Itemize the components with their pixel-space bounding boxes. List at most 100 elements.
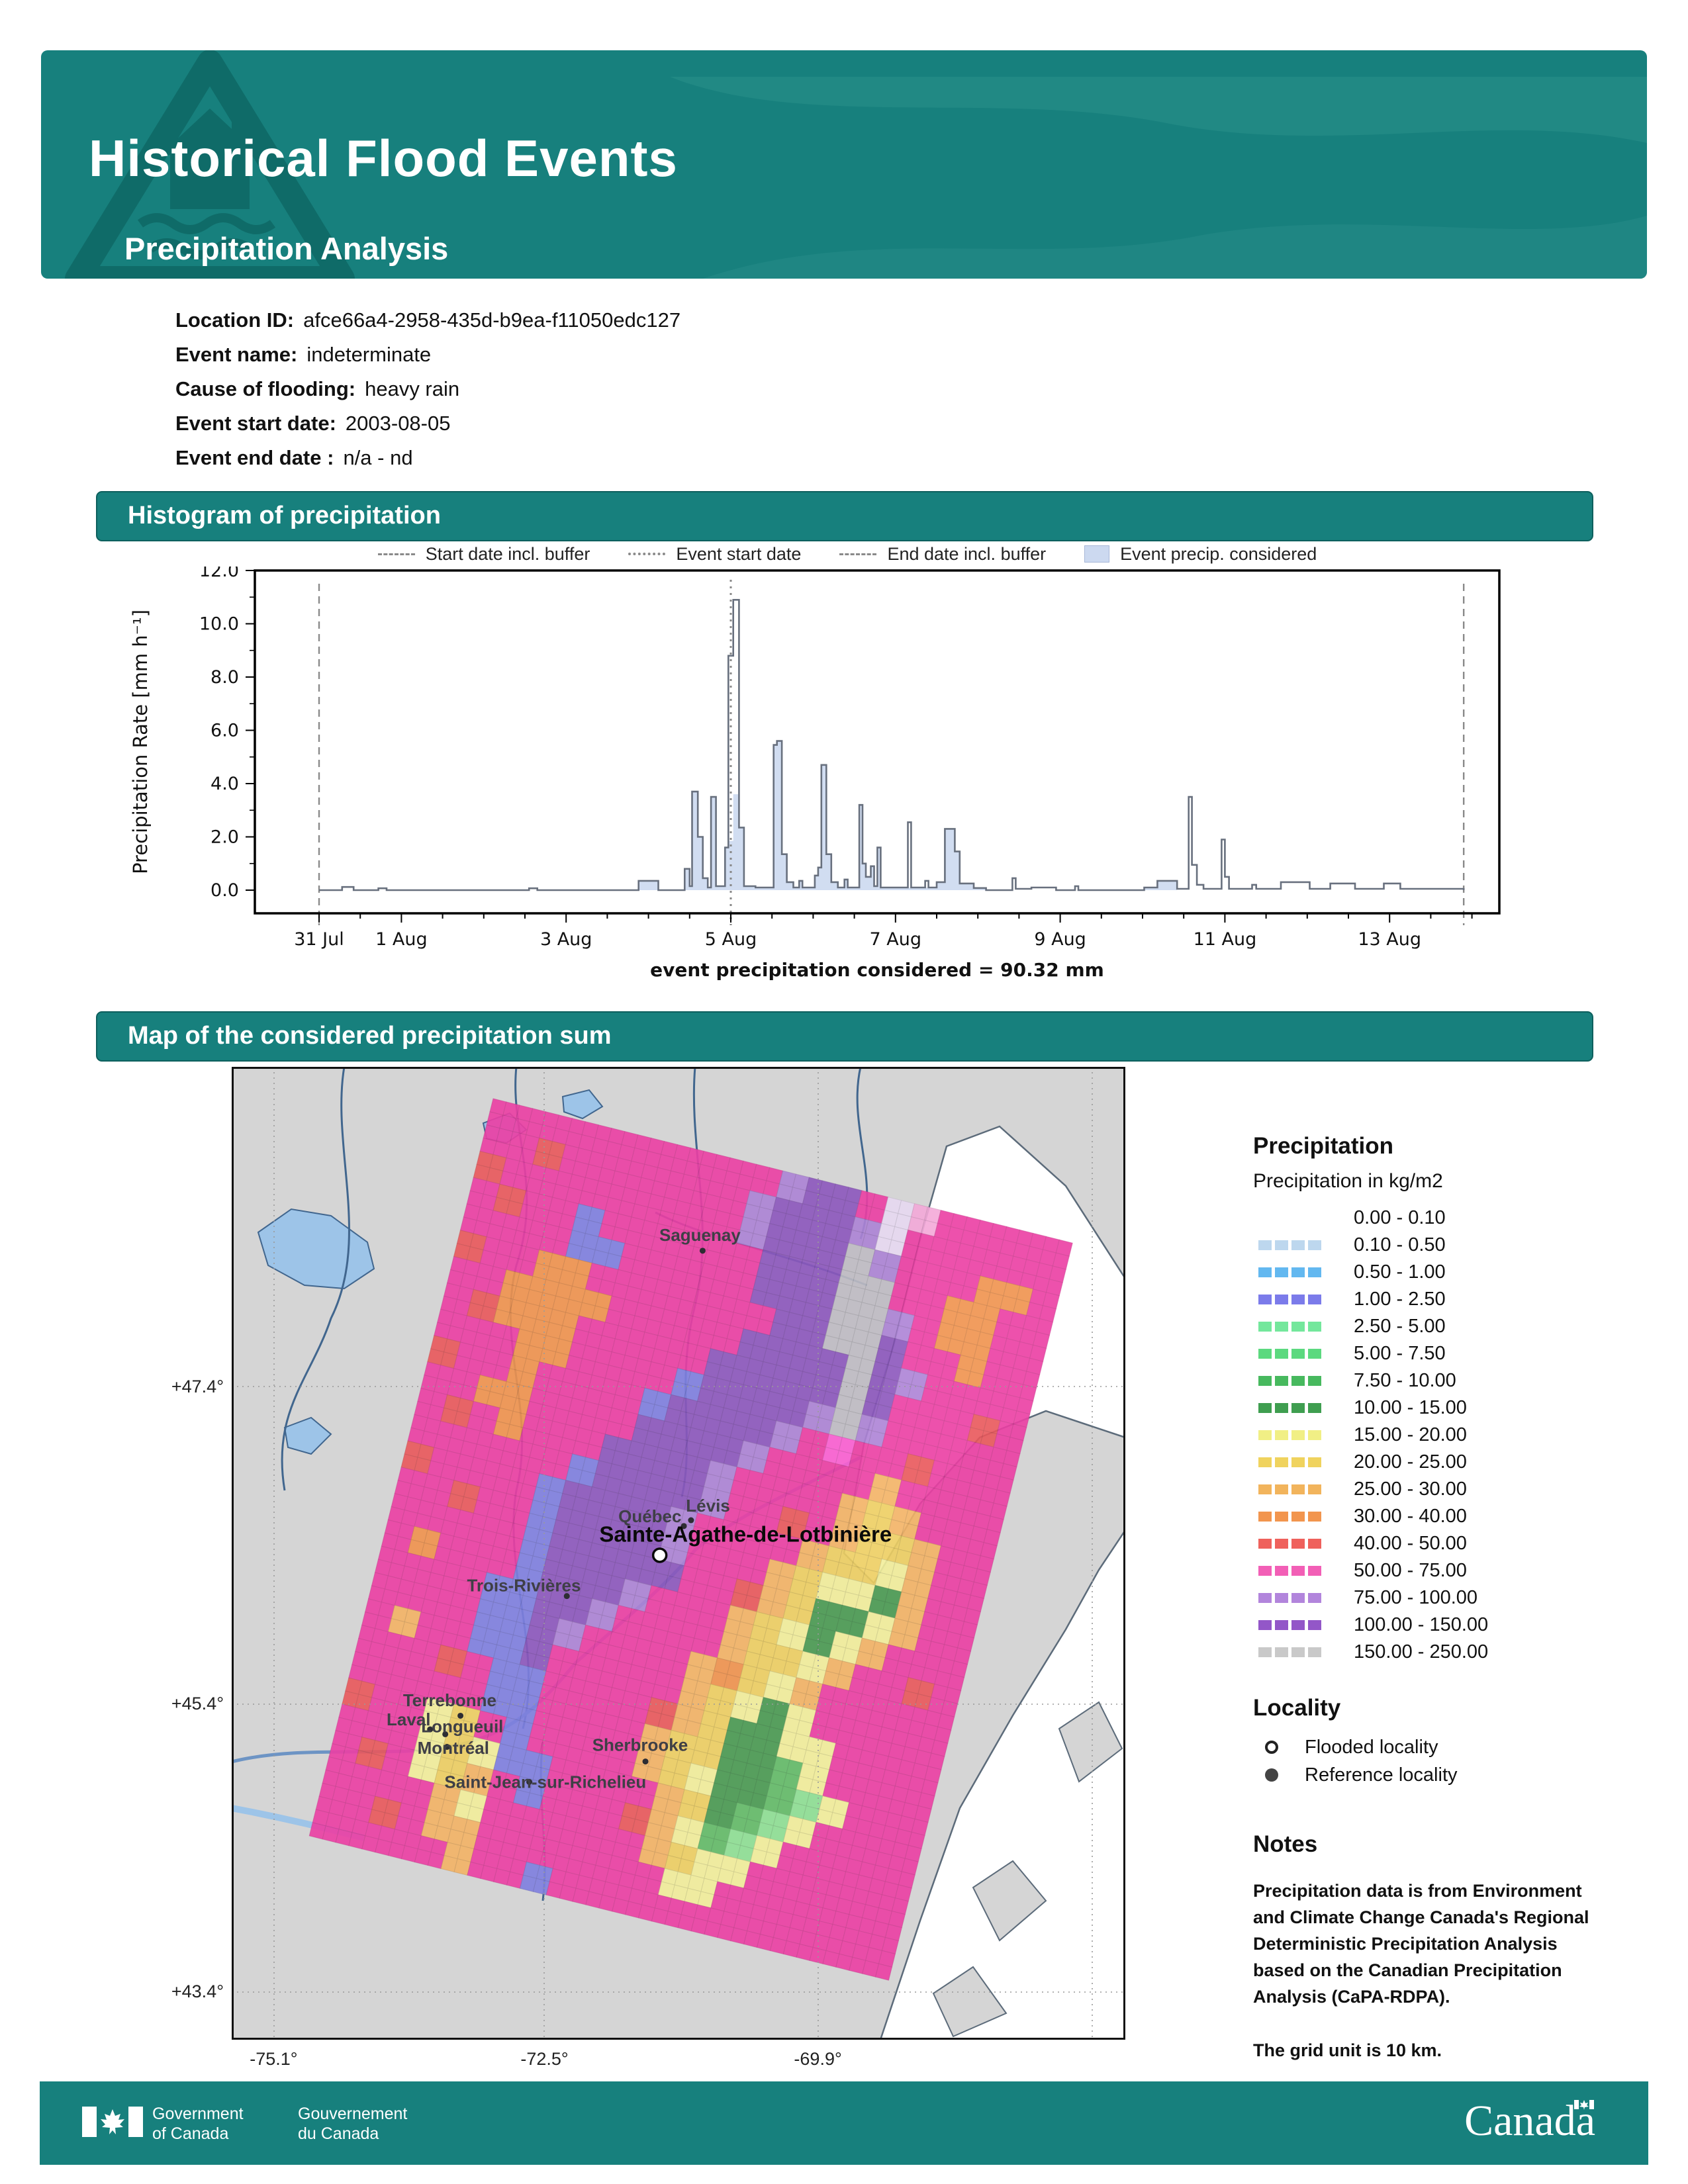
footer-gov-fr: Gouvernement du Canada [298, 2104, 407, 2144]
legend-dashed-line-icon [377, 553, 415, 555]
legend-entry: 2.50 - 5.00 [1253, 1313, 1624, 1340]
svg-text:8.0: 8.0 [211, 667, 239, 688]
svg-text:Saint-Jean-sur-Richelieu: Saint-Jean-sur-Richelieu [444, 1772, 646, 1792]
svg-text:Sainte-Agathe-de-Lotbinière: Sainte-Agathe-de-Lotbinière [599, 1522, 892, 1546]
section-map-header: Map of the considered precipitation sum [96, 1011, 1593, 1062]
legend-entry: 20.00 - 25.00 [1253, 1449, 1624, 1476]
metadata-label: Cause of flooding: [175, 377, 356, 400]
legend-range-label: 15.00 - 20.00 [1354, 1424, 1467, 1445]
canada-wordmark: Canada [1464, 2097, 1595, 2145]
legend-entry: 10.00 - 15.00 [1253, 1394, 1624, 1422]
page-subtitle: Precipitation Analysis [124, 231, 449, 266]
legend-entry: 1.00 - 2.50 [1253, 1286, 1624, 1313]
legend-entry: 40.00 - 50.00 [1253, 1530, 1624, 1557]
chart-legend: Start date incl. buffer Event start date E… [106, 541, 1589, 567]
map-lon-label: -75.1° [250, 2049, 298, 2069]
svg-text:Lévis: Lévis [686, 1496, 730, 1516]
svg-text:6.0: 6.0 [211, 721, 239, 741]
svg-text:Québec: Québec [618, 1506, 681, 1526]
notes-grid-unit: The grid unit is 10 km. [1253, 2040, 1442, 2060]
footer-gov-fr-line2: du Canada [298, 2124, 379, 2143]
legend-range-label: 0.10 - 0.50 [1354, 1234, 1446, 1255]
locality-entry: Flooded locality [1253, 1733, 1624, 1761]
legend-range-label: 40.00 - 50.00 [1354, 1533, 1467, 1554]
svg-text:7 Aug: 7 Aug [870, 929, 921, 950]
legend-range-label: 100.00 - 150.00 [1354, 1614, 1489, 1635]
section-histogram-title: Histogram of precipitation [128, 502, 441, 529]
legend-dashed-line-icon [839, 553, 877, 555]
chart-legend-item: Start date incl. buffer [377, 543, 590, 565]
legend-entry: 75.00 - 100.00 [1253, 1584, 1624, 1612]
metadata-row: Location ID: afce66a4-2958-435d-b9ea-f110… [175, 303, 680, 338]
locality-entry: Reference locality [1253, 1761, 1624, 1789]
map-legend-panel: Precipitation Precipitation in kg/m2 0.0… [1253, 1133, 1624, 2061]
chart-legend-label: End date incl. buffer [887, 543, 1047, 564]
chart-legend-label: Start date incl. buffer [425, 543, 590, 564]
svg-text:Saguenay: Saguenay [659, 1225, 741, 1245]
legend-range-label: 7.50 - 10.00 [1354, 1370, 1456, 1391]
notes-title: Notes [1253, 1831, 1318, 1857]
notes-body: Precipitation data is from Environment a… [1253, 1881, 1589, 2007]
metadata-value: indeterminate [306, 343, 432, 366]
flood-watermark-icon [65, 50, 1647, 279]
legend-entry: 30.00 - 40.00 [1253, 1503, 1624, 1530]
svg-text:5 Aug: 5 Aug [705, 929, 757, 950]
metadata-value: afce66a4-2958-435d-b9ea-f11050edc127 [303, 308, 681, 332]
metadata-label: Event end date : [175, 446, 334, 469]
legend-entry: 100.00 - 150.00 [1253, 1612, 1624, 1639]
legend-swatch-icon [1258, 1267, 1336, 1277]
footer-gov-fr-line1: Gouvernement [298, 2105, 408, 2123]
canada-flag-icon [82, 2107, 143, 2137]
metadata-row: Cause of flooding: heavy rain [175, 372, 680, 406]
legend-entry: 7.50 - 10.00 [1253, 1367, 1624, 1394]
svg-text:1 Aug: 1 Aug [375, 929, 427, 950]
legend-range-label: 0.50 - 1.00 [1354, 1261, 1446, 1283]
chart-legend-item: End date incl. buffer [839, 544, 1046, 565]
legend-dotted-line-icon [628, 553, 666, 555]
svg-text:9 Aug: 9 Aug [1034, 929, 1086, 950]
locality-entries: Flooded locality Reference locality [1253, 1733, 1624, 1789]
svg-text:31 Jul: 31 Jul [294, 929, 344, 950]
metadata-row: Event start date: 2003-08-05 [175, 406, 680, 441]
svg-text:3 Aug: 3 Aug [540, 929, 592, 950]
map-lat-label: +47.4° [171, 1376, 224, 1396]
locality-title: Locality [1253, 1695, 1341, 1721]
metadata-row: Event name: indeterminate [175, 338, 680, 372]
legend-entry: 0.10 - 0.50 [1253, 1232, 1624, 1259]
legend-swatch-icon [1258, 1457, 1336, 1467]
metadata-list: Location ID: afce66a4-2958-435d-b9ea-f110… [175, 303, 680, 475]
legend-swatch-icon [1258, 1539, 1336, 1549]
legend-swatch-icon [1258, 1430, 1336, 1440]
footer-gov-en: Government of Canada [152, 2104, 244, 2144]
legend-title: Precipitation [1253, 1133, 1393, 1159]
legend-range-label: 0.00 - 0.10 [1354, 1207, 1446, 1228]
legend-swatch-icon [1258, 1593, 1336, 1603]
legend-range-label: 75.00 - 100.00 [1354, 1587, 1478, 1608]
legend-entry: 5.00 - 7.50 [1253, 1340, 1624, 1367]
legend-entry: 15.00 - 20.00 [1253, 1422, 1624, 1449]
legend-swatch-icon [1258, 1376, 1336, 1386]
precipitation-histogram: 31 Jul 1 Aug 3 Aug 5 Aug 7 Aug 9 Aug 11 Aug 13 … [106, 561, 1589, 1011]
open-circle-icon [1265, 1741, 1278, 1754]
legend-swatch-icon [1258, 1349, 1336, 1359]
svg-text:12.0: 12.0 [199, 567, 239, 581]
header-banner: Historical Flood Events Precipitation An… [41, 50, 1647, 279]
chart-legend-item: Event start date [628, 544, 801, 565]
legend-entries: 0.00 - 0.10 0.10 - 0.50 0.50 - 1.00 1.00 - … [1253, 1205, 1624, 1666]
legend-swatch-icon [1258, 1295, 1336, 1304]
legend-range-label: 20.00 - 25.00 [1354, 1451, 1467, 1473]
svg-text:Laval: Laval [387, 1709, 431, 1729]
locality-label: Flooded locality [1305, 1736, 1438, 1758]
svg-text:Terrebonne: Terrebonne [403, 1690, 496, 1710]
metadata-value: n/a - nd [343, 446, 413, 469]
map-lat-label: +43.4° [171, 1981, 224, 2001]
legend-entry: 25.00 - 30.00 [1253, 1476, 1624, 1503]
chart-legend-label: Event start date [676, 543, 802, 564]
legend-patch-icon [1084, 545, 1110, 563]
metadata-value: heavy rain [365, 377, 460, 400]
legend-swatch-icon [1258, 1647, 1336, 1657]
legend-entry: 150.00 - 250.00 [1253, 1639, 1624, 1666]
svg-text:Precipitation Rate [mm h⁻¹]: Precipitation Rate [mm h⁻¹] [129, 610, 152, 874]
metadata-label: Event name: [175, 343, 298, 366]
